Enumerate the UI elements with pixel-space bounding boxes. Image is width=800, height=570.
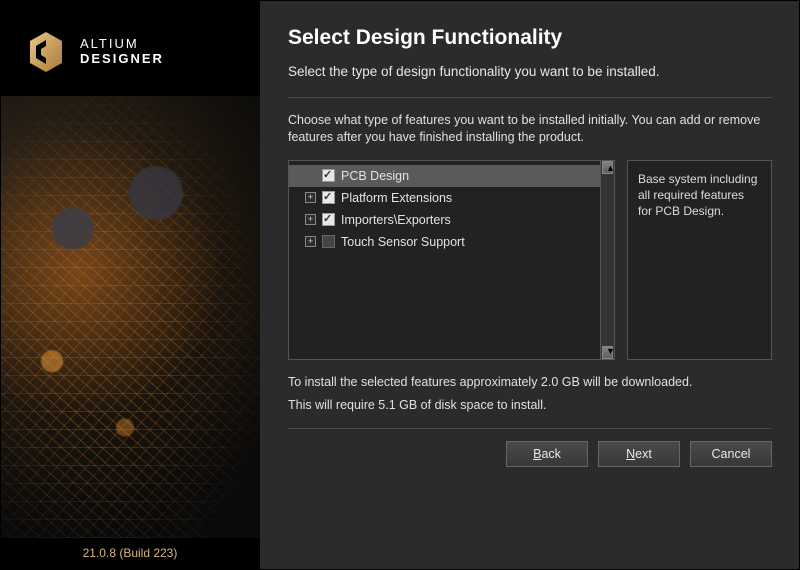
instructions-text: Choose what type of features you want to…: [288, 112, 772, 146]
back-button[interactable]: Back: [506, 441, 588, 467]
button-row: Back Next Cancel: [288, 441, 772, 467]
next-button[interactable]: Next: [598, 441, 680, 467]
feature-label: PCB Design: [341, 169, 409, 183]
disk-note: This will require 5.1 GB of disk space t…: [288, 397, 772, 414]
download-note: To install the selected features approxi…: [288, 374, 772, 391]
expand-icon[interactable]: +: [305, 236, 316, 247]
feature-tree[interactable]: PCB Design + Platform Extensions + Importers…: [288, 160, 615, 360]
expand-icon[interactable]: +: [305, 214, 316, 225]
feature-checkbox[interactable]: [322, 191, 335, 204]
scrollbar[interactable]: ▲ ▼: [600, 161, 614, 359]
description-panel: Base system including all required featu…: [627, 160, 772, 360]
divider: [288, 97, 772, 98]
feature-label: Importers\Exporters: [341, 213, 451, 227]
feature-item[interactable]: PCB Design: [289, 165, 600, 187]
sidebar-background-image: [0, 96, 260, 538]
main-panel: Select Design Functionality Select the t…: [260, 0, 800, 570]
feature-checkbox[interactable]: [322, 235, 335, 248]
feature-item[interactable]: + Platform Extensions: [289, 187, 600, 209]
feature-checkbox[interactable]: [322, 213, 335, 226]
feature-area: PCB Design + Platform Extensions + Importers…: [288, 160, 772, 360]
page-subtitle: Select the type of design functionality …: [288, 64, 772, 79]
description-text: Base system including all required featu…: [638, 172, 757, 218]
brand-logo-icon: [22, 28, 70, 76]
cancel-button[interactable]: Cancel: [690, 441, 772, 467]
scroll-down-button[interactable]: ▼: [602, 346, 613, 359]
feature-label: Touch Sensor Support: [341, 235, 465, 249]
feature-checkbox[interactable]: [322, 169, 335, 182]
page-title: Select Design Functionality: [288, 26, 772, 50]
expand-icon[interactable]: +: [305, 192, 316, 203]
brand-line2: DESIGNER: [80, 52, 164, 67]
feature-label: Platform Extensions: [341, 191, 452, 205]
logo-area: ALTIUM DESIGNER: [0, 0, 260, 96]
divider: [288, 428, 772, 429]
feature-item[interactable]: + Touch Sensor Support: [289, 231, 600, 253]
scroll-up-button[interactable]: ▲: [602, 161, 613, 174]
version-label: 21.0.8 (Build 223): [0, 538, 260, 570]
brand-line1: ALTIUM: [80, 37, 164, 52]
sidebar: ALTIUM DESIGNER 21.0.8 (Build 223): [0, 0, 260, 570]
feature-item[interactable]: + Importers\Exporters: [289, 209, 600, 231]
brand-text: ALTIUM DESIGNER: [80, 37, 164, 67]
